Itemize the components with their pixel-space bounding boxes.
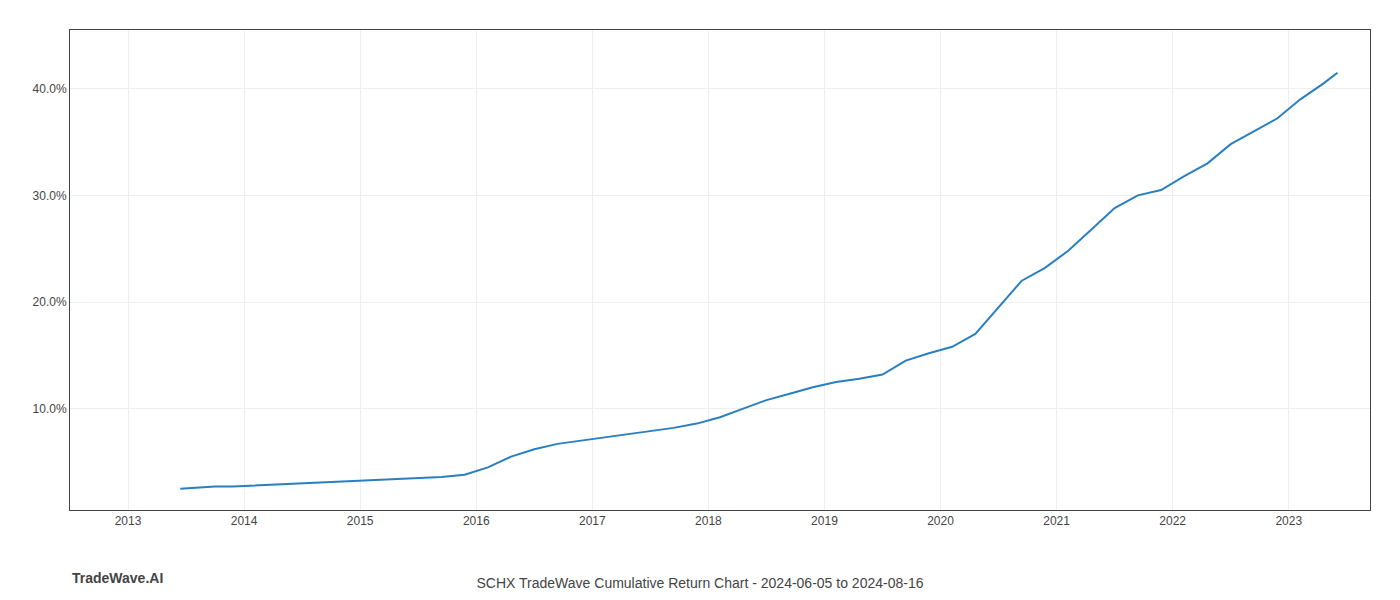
svg-text:2020: 2020 [927,514,954,528]
svg-text:2013: 2013 [115,514,142,528]
svg-text:20.0%: 20.0% [33,295,67,309]
svg-text:40.0%: 40.0% [33,82,67,96]
svg-text:2016: 2016 [463,514,490,528]
svg-text:2022: 2022 [1159,514,1186,528]
svg-text:30.0%: 30.0% [33,189,67,203]
svg-text:2017: 2017 [579,514,606,528]
svg-text:10.0%: 10.0% [33,402,67,416]
svg-text:2019: 2019 [811,514,838,528]
svg-text:2023: 2023 [1275,514,1302,528]
svg-text:TradeWave.AI: TradeWave.AI [72,570,163,586]
svg-text:SCHX TradeWave Cumulative Retu: SCHX TradeWave Cumulative Return Chart -… [477,575,924,591]
svg-text:2021: 2021 [1043,514,1070,528]
svg-text:2015: 2015 [347,514,374,528]
svg-text:2014: 2014 [231,514,258,528]
svg-text:2018: 2018 [695,514,722,528]
